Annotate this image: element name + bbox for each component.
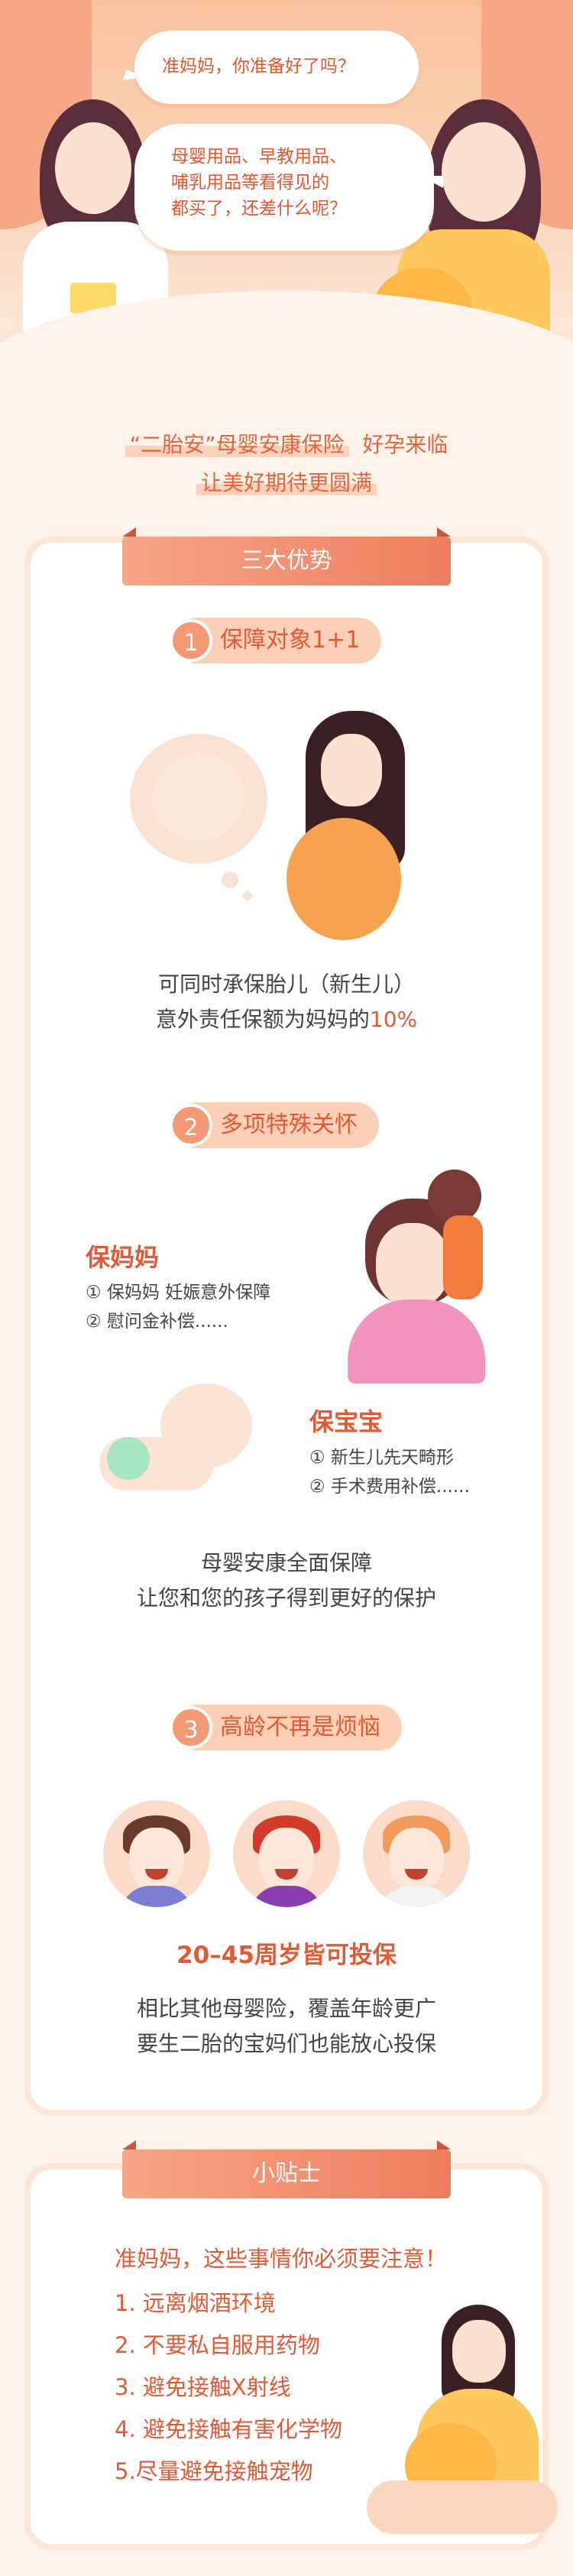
protect-mom-item: ① 保妈妈 妊娠意外保障: [86, 1283, 271, 1303]
advantage-1-line-2: 意外责任保额为妈妈的10%: [0, 1002, 573, 1037]
crawling-baby-diaper: [107, 1437, 150, 1480]
advantage-3-line: 要生二胎的宝妈们也能放心投保: [136, 2031, 436, 2056]
advantage-2-summary-line: 让您和您的孩子得到更好的保护: [136, 1585, 436, 1611]
bubble-answer-line: 哺乳用品等看得见的: [171, 173, 329, 193]
avatar-woman-brown: [103, 1800, 210, 1907]
bubble-dot: [222, 871, 238, 888]
tip-item: 3. 避免接触X射线: [115, 2374, 291, 2400]
advantage-1-text: 可同时承保胎儿（新生儿） 意外责任保额为妈妈的10%: [0, 967, 573, 1037]
bubble-dot: [243, 891, 252, 900]
tips-cushion: [367, 2480, 558, 2534]
advantages-ribbon: 三大优势: [122, 527, 451, 586]
protect-mom-item: ② 慰问金补偿......: [86, 1312, 228, 1332]
advantage-pill-3: 3 高龄不再是烦恼: [170, 1705, 402, 1750]
advantage-1-line-2-pre: 意外责任保额为妈妈的: [155, 1007, 370, 1032]
child-head: [428, 1170, 481, 1223]
intro-subline: 让美好期待更圆满: [196, 470, 377, 495]
intro-line-1: “二胎安”母婴安康保险 好孕来临: [0, 428, 573, 459]
tips-headline: 准妈妈，这些事情你必须要注意！: [115, 2246, 448, 2272]
mom-child-face: [376, 1223, 449, 1307]
advantage-title: 高龄不再是烦恼: [220, 1714, 380, 1741]
advantage-number: 3: [170, 1706, 212, 1749]
advantage-2-summary: 母婴安康全面保障 让您和您的孩子得到更好的保护: [0, 1546, 573, 1616]
bubble-answer-line: 母婴用品、早教用品、: [171, 147, 347, 167]
intro-line-2: 让美好期待更圆满: [0, 466, 573, 497]
bubble-question-text: 准妈妈，你准备好了吗？: [162, 57, 355, 76]
mom-illustration-face: [321, 734, 382, 806]
coverage-ratio: 10%: [369, 1007, 418, 1032]
tips-ribbon: 小贴士: [122, 2140, 451, 2198]
doctor-head: [55, 122, 131, 214]
tip-item: 2. 不要私自服用药物: [115, 2332, 320, 2358]
advantage-1-line-1: 可同时承保胎儿（新生儿）: [157, 972, 415, 997]
advantage-number: 1: [170, 619, 212, 662]
advantage-pill-1: 1 保障对象1+1: [170, 618, 382, 663]
hero-banner: 准妈妈，你准备好了吗？ 母婴用品、早教用品、 哺乳用品等看得见的 都买了，还差什…: [0, 0, 573, 382]
advantage-title: 多项特殊关怀: [220, 1111, 358, 1138]
age-range-title: 20–45周岁皆可投保: [0, 1938, 573, 1974]
advantage-3-line: 相比其他母婴险，覆盖年龄更广: [136, 1996, 436, 2021]
baby-face: [153, 753, 244, 841]
mom-head: [442, 122, 526, 222]
avatar-woman-glasses: [363, 1800, 470, 1907]
bubble-answer-line: 都买了，还差什么呢？: [171, 199, 347, 219]
tip-item: 4. 避免接触有害化学物: [115, 2416, 342, 2442]
speech-bubble-question: 准妈妈，你准备好了吗？: [134, 31, 419, 104]
advantage-number: 2: [170, 1104, 212, 1147]
age-range-text: 20–45周岁皆可投保: [176, 1942, 397, 1969]
protect-baby-title: 保宝宝: [309, 1407, 384, 1436]
product-name: “二胎安”母婴安康保险: [125, 432, 349, 457]
mom-illustration-belly: [286, 818, 401, 940]
speech-bubble-answer: 母婴用品、早教用品、 哺乳用品等看得见的 都买了，还差什么呢？: [134, 124, 434, 251]
protect-mom-title: 保妈妈: [86, 1243, 160, 1272]
protect-baby-item: ① 新生儿先天畸形: [309, 1448, 454, 1468]
mom-child-shirt: [348, 1299, 485, 1384]
avatar-woman-red: [233, 1800, 340, 1907]
child-body: [443, 1215, 483, 1299]
bubble-tail: [420, 176, 443, 188]
protect-baby-item: ② 手术费用补偿......: [309, 1477, 470, 1497]
intro-tagline: 好孕来临: [348, 432, 448, 457]
advantage-3-text: 相比其他母婴险，覆盖年龄更广 要生二胎的宝妈们也能放心投保: [0, 1991, 573, 2062]
advantage-pill-2: 2 多项特殊关怀: [170, 1102, 379, 1148]
tip-item: 1. 远离烟酒环境: [115, 2290, 276, 2316]
advantage-title: 保障对象1+1: [220, 627, 361, 654]
tips-mom-face: [452, 2320, 506, 2383]
advantage-2-summary-line: 母婴安康全面保障: [200, 1550, 372, 1575]
tip-item: 5.尽量避免接触宠物: [115, 2458, 313, 2484]
